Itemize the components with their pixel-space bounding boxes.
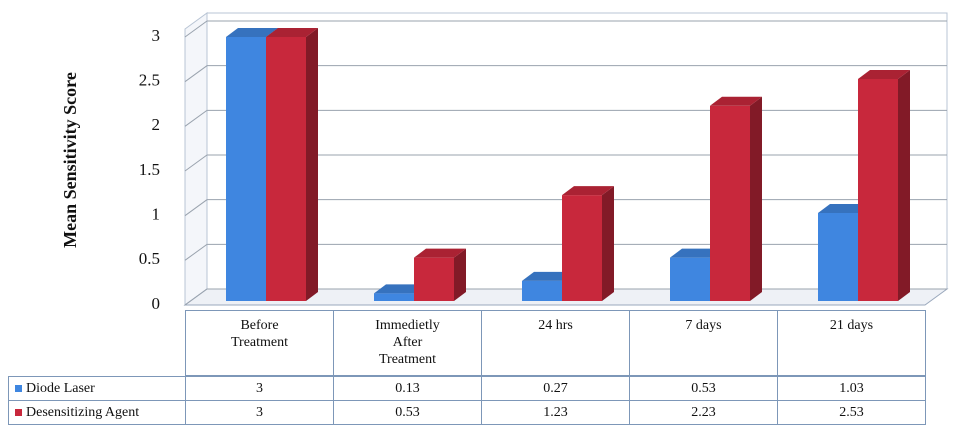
- bar-side: [898, 69, 910, 301]
- bar-top: [374, 284, 426, 294]
- y-tick-label: 0.5: [139, 249, 160, 268]
- bar-front: [818, 212, 858, 301]
- bar: [710, 96, 762, 301]
- bar: [858, 69, 910, 301]
- bar-front: [414, 257, 454, 301]
- category-label: Before Treatment: [185, 310, 334, 376]
- y-tick-label: 1: [152, 205, 161, 224]
- bar-side: [454, 248, 466, 301]
- bar-side: [306, 28, 318, 301]
- bar-front: [226, 37, 266, 301]
- legend-entry: Desensitizing Agent: [8, 400, 186, 425]
- category-label: 21 days: [777, 310, 926, 376]
- bar-top: [226, 28, 278, 37]
- bar-side: [750, 96, 762, 301]
- bar-front: [374, 293, 414, 301]
- table-value: 2.53: [777, 400, 926, 425]
- bar-top: [858, 69, 910, 79]
- bar-front: [266, 37, 306, 301]
- y-tick-label: 1.5: [139, 160, 160, 179]
- bar-front: [858, 78, 898, 301]
- bar-front: [710, 105, 750, 301]
- table-value: 0.13: [333, 376, 482, 401]
- table-value: 0.27: [481, 376, 630, 401]
- grid-line: [184, 65, 947, 83]
- y-axis-label: Mean Sensitivity Score: [60, 72, 80, 248]
- side-wall: [184, 12, 208, 306]
- y-tick-label: 0: [152, 294, 161, 313]
- bar-top: [562, 186, 614, 196]
- table-value: 0.53: [333, 400, 482, 425]
- category-label: 24 hrs: [481, 310, 630, 376]
- bar-front: [522, 280, 562, 301]
- grid-line: [184, 109, 947, 127]
- y-tick-label: 3: [152, 26, 161, 45]
- table-value: 3: [185, 400, 334, 425]
- bar-top: [414, 248, 466, 258]
- bar: [414, 248, 466, 301]
- legend-key: [15, 409, 22, 416]
- category-label: 7 days: [629, 310, 778, 376]
- table-value: 1.23: [481, 400, 630, 425]
- table-value: 0.53: [629, 376, 778, 401]
- table-value: 3: [185, 376, 334, 401]
- bar-front: [562, 195, 602, 301]
- bar-top: [670, 248, 722, 258]
- bar-front: [670, 257, 710, 301]
- category-label: Immedietly After Treatment: [333, 310, 482, 376]
- bar-top: [710, 96, 762, 106]
- bar-top: [266, 28, 318, 37]
- grid-line: [184, 20, 947, 38]
- legend-label: Diode Laser: [26, 381, 95, 396]
- grid-line: [184, 154, 947, 172]
- legend-label: Desensitizing Agent: [26, 405, 140, 420]
- y-tick-label: 2: [152, 115, 161, 134]
- bar-side: [602, 186, 614, 301]
- legend-key: [15, 385, 22, 392]
- grid-line: [184, 199, 947, 217]
- y-tick-label: 2.5: [139, 71, 160, 90]
- bar-top: [522, 271, 574, 281]
- legend-entry: Diode Laser: [8, 376, 186, 401]
- grid-line: [184, 243, 947, 261]
- table-value: 1.03: [777, 376, 926, 401]
- bar: [266, 28, 318, 301]
- bar-top: [818, 203, 870, 213]
- table-value: 2.23: [629, 400, 778, 425]
- bar: [562, 186, 614, 301]
